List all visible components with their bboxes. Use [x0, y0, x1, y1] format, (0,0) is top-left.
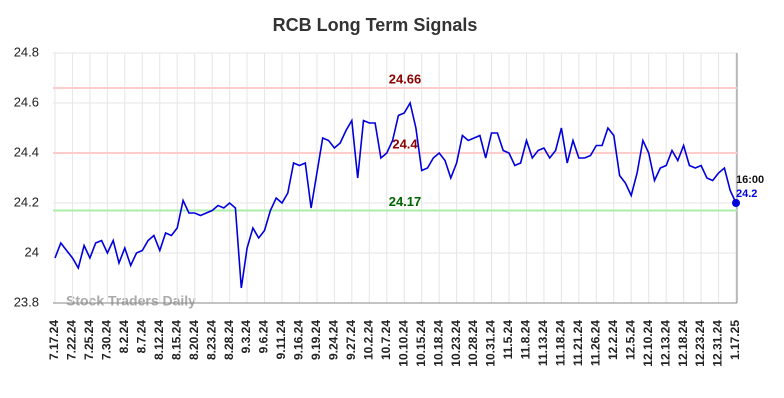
x-tick-label: 11.5.24 — [501, 320, 515, 360]
watermark: Stock Traders Daily — [66, 293, 196, 309]
x-tick-label: 12.18.24 — [676, 320, 690, 367]
x-tick-label: 7.25.24 — [82, 320, 96, 360]
last-value: 24.2 — [736, 188, 757, 200]
x-tick-label: 12.10.24 — [641, 320, 655, 367]
x-tick-label: 10.31.24 — [484, 320, 498, 367]
x-tick-label: 9.11.24 — [274, 320, 288, 360]
x-tick-label: 11.13.24 — [536, 320, 550, 366]
x-tick-label: 9.27.24 — [344, 320, 358, 360]
x-tick-label: 10.23.24 — [449, 320, 463, 367]
x-tick-label: 11.21.24 — [571, 320, 585, 366]
x-tick-label: 10.28.24 — [466, 320, 480, 367]
x-tick-label: 7.17.24 — [47, 320, 61, 360]
x-tick-label: 7.30.24 — [100, 320, 114, 360]
y-tick-label: 24 — [25, 244, 39, 259]
x-tick-label: 8.12.24 — [152, 320, 166, 360]
x-tick-label: 8.20.24 — [187, 320, 201, 360]
x-tick-label: 11.26.24 — [588, 320, 602, 366]
x-tick-label: 8.15.24 — [169, 320, 183, 360]
x-tick-label: 9.6.24 — [257, 320, 271, 354]
y-tick-label: 24.4 — [14, 144, 39, 159]
x-tick-label: 10.18.24 — [431, 320, 445, 367]
x-tick-label: 1.17.25 — [728, 320, 742, 360]
x-tick-label: 10.15.24 — [414, 320, 428, 367]
reference-label: 24.66 — [389, 71, 422, 86]
x-tick-label: 10.7.24 — [379, 320, 393, 360]
chart-title: RCB Long Term Signals — [273, 15, 478, 35]
x-tick-label: 11.8.24 — [519, 320, 533, 360]
x-tick-label: 9.19.24 — [309, 320, 323, 360]
y-tick-label: 23.8 — [14, 294, 39, 309]
y-tick-label: 24.6 — [14, 94, 39, 109]
x-tick-label: 12.23.24 — [693, 320, 707, 367]
reference-label: 24.17 — [389, 194, 422, 209]
x-tick-label: 12.5.24 — [623, 320, 637, 360]
y-tick-label: 24.2 — [14, 194, 39, 209]
x-tick-label: 8.28.24 — [222, 320, 236, 360]
x-tick-label: 12.13.24 — [658, 320, 672, 367]
last-point — [732, 199, 740, 207]
x-tick-label: 9.16.24 — [292, 320, 306, 360]
x-tick-label: 8.23.24 — [204, 320, 218, 360]
x-tick-label: 9.3.24 — [239, 320, 253, 354]
x-tick-label: 12.2.24 — [606, 320, 620, 360]
reference-label: 24.4 — [392, 136, 418, 151]
x-tick-label: 12.31.24 — [711, 320, 725, 367]
x-tick-label: 10.2.24 — [361, 320, 375, 360]
x-tick-label: 7.22.24 — [65, 320, 79, 360]
x-tick-label: 8.2.24 — [117, 320, 131, 354]
series-line — [54, 100, 737, 289]
x-tick-label: 8.7.24 — [134, 320, 148, 354]
x-tick-label: 10.10.24 — [396, 320, 410, 367]
x-tick-label: 9.24.24 — [327, 320, 341, 360]
last-time: 16:00 — [736, 174, 764, 186]
y-tick-label: 24.8 — [14, 44, 39, 59]
x-tick-label: 11.18.24 — [554, 320, 568, 366]
